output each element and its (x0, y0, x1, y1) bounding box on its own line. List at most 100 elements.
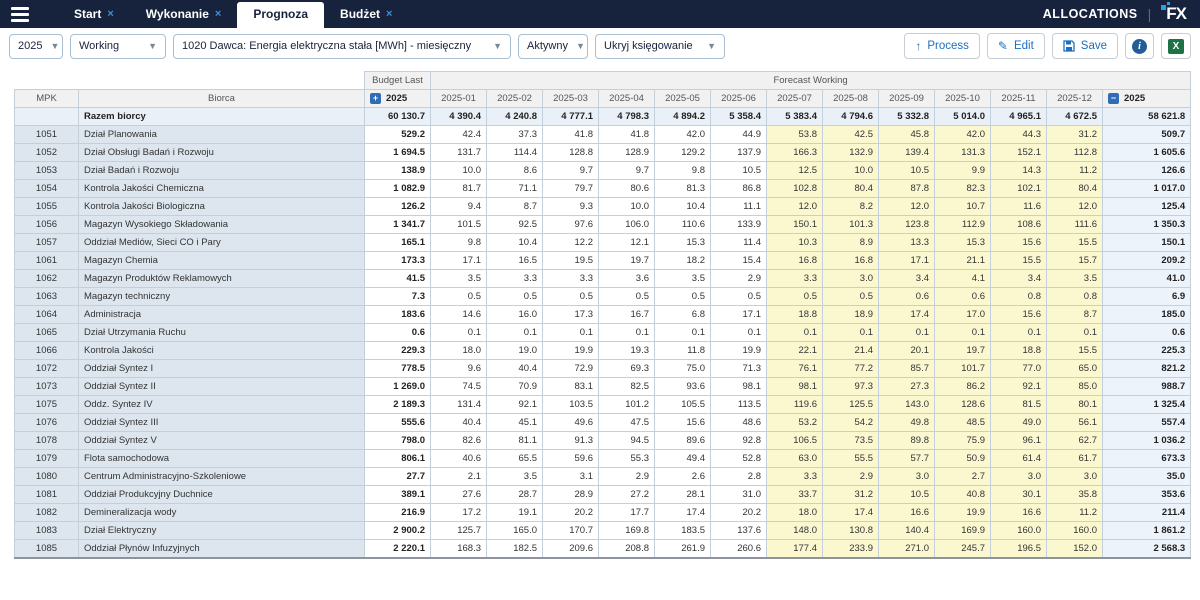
cell-month[interactable]: 73.5 (822, 431, 879, 450)
cell-month[interactable]: 59.6 (542, 449, 599, 468)
cell-month[interactable]: 12.1 (598, 233, 655, 252)
cell-month[interactable]: 182.5 (486, 539, 543, 559)
cell-month[interactable]: 3.4 (878, 269, 935, 288)
cell-month[interactable]: 137.6 (710, 521, 767, 540)
cell-month[interactable]: 20.1 (878, 341, 935, 360)
cell-total[interactable]: 509.7 (1101, 125, 1192, 144)
cell-budget[interactable]: 229.3 (364, 341, 431, 360)
cell-month[interactable]: 27.2 (598, 485, 655, 504)
cell-month[interactable]: 15.7 (1046, 251, 1103, 270)
cell-month[interactable]: 28.7 (486, 485, 543, 504)
cell-month[interactable]: 31.2 (1046, 125, 1103, 144)
cell-month[interactable]: 20.2 (542, 503, 599, 522)
cell-month[interactable]: 0.5 (430, 287, 487, 306)
cell-month[interactable]: 22.1 (766, 341, 823, 360)
menu-icon[interactable] (0, 0, 40, 28)
cell-month[interactable]: 21.1 (934, 251, 991, 270)
cell-month[interactable]: 9.6 (430, 359, 487, 378)
cell-month[interactable]: 10.5 (878, 485, 935, 504)
cell-total[interactable]: 0.6 (1101, 323, 1192, 342)
cell-month[interactable]: 61.4 (990, 449, 1047, 468)
cell-month[interactable]: 140.4 (878, 521, 935, 540)
cell-total[interactable]: 185.0 (1101, 305, 1192, 324)
cell-month[interactable]: 89.6 (654, 431, 711, 450)
cell-total[interactable]: 35.0 (1101, 467, 1192, 486)
cell-month[interactable]: 71.1 (486, 179, 543, 198)
cell-month[interactable]: 3.3 (766, 467, 823, 486)
cell-budget[interactable]: 27.7 (364, 467, 431, 486)
info-button[interactable]: i (1125, 33, 1154, 59)
cell-month[interactable]: 16.7 (598, 305, 655, 324)
cell-month[interactable]: 101.3 (822, 215, 879, 234)
cell-month[interactable]: 11.2 (1046, 503, 1103, 522)
cell-month[interactable]: 17.2 (430, 503, 487, 522)
cell-month[interactable]: 31.2 (822, 485, 879, 504)
cell-budget[interactable]: 529.2 (364, 125, 431, 144)
cell-month[interactable]: 102.1 (990, 179, 1047, 198)
cell-month[interactable]: 71.3 (710, 359, 767, 378)
cell-total[interactable]: 225.3 (1101, 341, 1192, 360)
cell-month[interactable]: 128.8 (542, 143, 599, 162)
cell-month[interactable]: 2.9 (822, 467, 879, 486)
cell-month[interactable]: 3.1 (542, 467, 599, 486)
tab-prognoza[interactable]: Prognoza (237, 2, 325, 28)
tab-start[interactable]: Start × (58, 0, 130, 28)
cell-budget[interactable]: 2 900.2 (364, 521, 431, 540)
cell-month[interactable]: 98.1 (766, 377, 823, 396)
cell-month[interactable]: 132.9 (822, 143, 879, 162)
cell-month[interactable]: 0.6 (934, 287, 991, 306)
cell-month[interactable]: 245.7 (934, 539, 991, 559)
cell-month[interactable]: 233.9 (822, 539, 879, 559)
cell-month[interactable]: 37.3 (486, 125, 543, 144)
cell-total[interactable]: 1 605.6 (1101, 143, 1192, 162)
cell-month[interactable]: 3.0 (990, 467, 1047, 486)
cell-month[interactable]: 97.6 (542, 215, 599, 234)
cell-month[interactable]: 44.3 (990, 125, 1047, 144)
cell-budget[interactable]: 216.9 (364, 503, 431, 522)
cell-month[interactable]: 3.3 (766, 269, 823, 288)
cell-month[interactable]: 49.6 (542, 413, 599, 432)
cell-month[interactable]: 11.8 (654, 341, 711, 360)
cell-month[interactable]: 10.0 (598, 197, 655, 216)
save-button[interactable]: Save (1051, 33, 1118, 59)
cell-month[interactable]: 4 965.1 (990, 107, 1047, 126)
cell-month[interactable]: 3.5 (486, 467, 543, 486)
cell-budget[interactable]: 41.5 (364, 269, 431, 288)
cell-month[interactable]: 17.1 (430, 251, 487, 270)
cell-month[interactable]: 128.9 (598, 143, 655, 162)
cell-month[interactable]: 48.5 (934, 413, 991, 432)
cell-month[interactable]: 11.1 (710, 197, 767, 216)
cell-month[interactable]: 35.8 (1046, 485, 1103, 504)
cell-month[interactable]: 80.1 (1046, 395, 1103, 414)
cell-month[interactable]: 56.1 (1046, 413, 1103, 432)
cell-month[interactable]: 123.8 (878, 215, 935, 234)
cell-month[interactable]: 114.4 (486, 143, 543, 162)
cell-month[interactable]: 3.0 (822, 269, 879, 288)
cell-total[interactable]: 1 325.4 (1101, 395, 1192, 414)
cell-month[interactable]: 131.3 (934, 143, 991, 162)
cell-month[interactable]: 86.2 (934, 377, 991, 396)
cell-month[interactable]: 52.8 (710, 449, 767, 468)
cell-month[interactable]: 19.5 (542, 251, 599, 270)
cell-month[interactable]: 97.3 (822, 377, 879, 396)
cell-month[interactable]: 131.4 (430, 395, 487, 414)
cell-month[interactable]: 6.8 (654, 305, 711, 324)
close-icon[interactable]: × (386, 8, 393, 20)
cell-budget[interactable]: 173.3 (364, 251, 431, 270)
cell-month[interactable]: 0.1 (542, 323, 599, 342)
cell-month[interactable]: 2.9 (598, 467, 655, 486)
cell-budget[interactable]: 806.1 (364, 449, 431, 468)
cell-budget[interactable]: 1 269.0 (364, 377, 431, 396)
cell-month[interactable]: 9.8 (654, 161, 711, 180)
cell-month[interactable]: 92.1 (486, 395, 543, 414)
cell-month[interactable]: 16.8 (822, 251, 879, 270)
cell-month[interactable]: 3.4 (990, 269, 1047, 288)
cell-month[interactable]: 0.5 (654, 287, 711, 306)
cell-total[interactable]: 1 861.2 (1101, 521, 1192, 540)
cell-month[interactable]: 143.0 (878, 395, 935, 414)
cell-budget[interactable]: 555.6 (364, 413, 431, 432)
cell-month[interactable]: 2.1 (430, 467, 487, 486)
cell-month[interactable]: 9.9 (934, 161, 991, 180)
cell-month[interactable]: 130.8 (822, 521, 879, 540)
cell-month[interactable]: 54.2 (822, 413, 879, 432)
